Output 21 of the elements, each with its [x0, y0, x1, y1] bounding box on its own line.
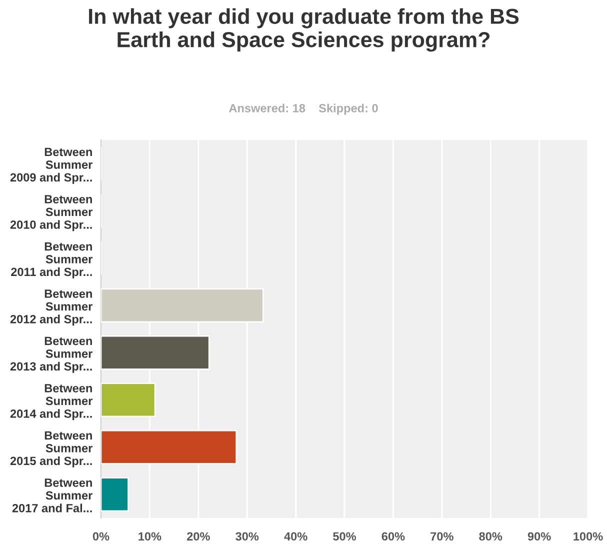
y-tick-label: Between Summer 2012 and Spr...: [10, 290, 92, 326]
x-tick-label: 50%: [333, 532, 356, 541]
x-tick-label: 70%: [430, 532, 454, 541]
y-tick-label: Between Summer 2014 and Spr...: [10, 384, 92, 420]
y-tick-label: Between Summer 2013 and Spr...: [10, 336, 92, 373]
x-tick-label: 10%: [138, 532, 162, 541]
y-tick-label: Between Summer 2017 and Fal...: [12, 478, 92, 512]
x-tick-label: 30%: [236, 532, 259, 541]
y-tick-label: Between Summer 2010 and Spr...: [10, 195, 92, 232]
x-tick-label: 20%: [186, 532, 210, 541]
y-tick-label: Between Summer 2011 and Spr...: [11, 242, 92, 278]
y-tick-label: Between Summer 2009 and Spr...: [10, 148, 92, 184]
x-tick-label: 40%: [284, 532, 308, 541]
chart-subtitle: Answered: 18 Skipped: 0: [229, 104, 378, 115]
x-tick-label: 80%: [479, 532, 502, 541]
y-tick-label: Between Summer 2015 and Spr...: [10, 431, 92, 468]
x-tick-label: 100%: [574, 532, 603, 541]
x-tick-label: 60%: [382, 532, 405, 541]
chart-title: In what year did you graduate from the BS Earth and Space Sciences program?: [89, 8, 519, 52]
x-tick-label: 90%: [528, 532, 551, 541]
x-tick-label: 0%: [92, 532, 110, 541]
